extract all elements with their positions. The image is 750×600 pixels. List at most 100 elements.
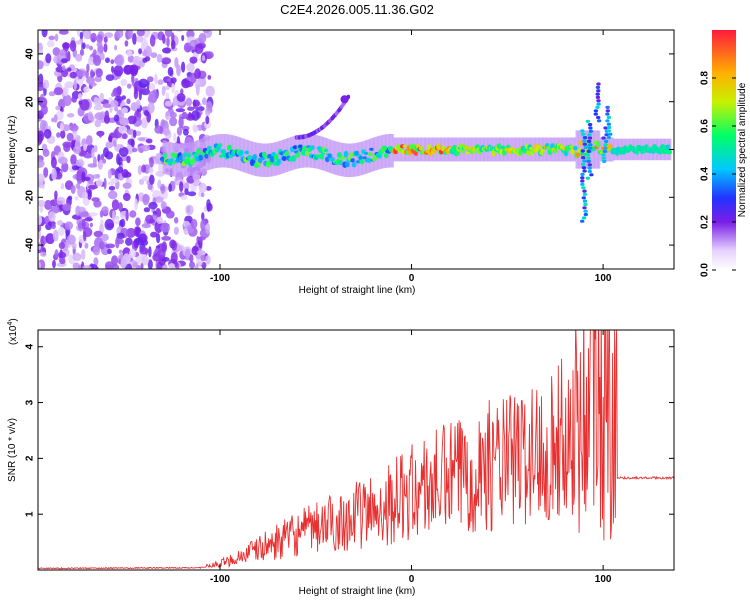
spike-cell [587, 123, 593, 127]
x-tick-label: 0 [409, 273, 415, 284]
noise-blob [181, 34, 185, 42]
trace-halo [334, 141, 337, 175]
trace-halo [599, 137, 602, 162]
trace-halo [332, 140, 335, 175]
noise-blob [105, 261, 114, 269]
noise-blob [38, 60, 44, 70]
noise-blob [72, 252, 82, 262]
noise-blob [89, 45, 93, 51]
spike-cell [582, 159, 587, 163]
y-tick-label: 2 [25, 455, 36, 461]
noise-blob [126, 98, 131, 105]
trace-cell [366, 157, 372, 163]
noise-blob [103, 43, 108, 53]
noise-blob [154, 152, 164, 165]
spike-cell [585, 119, 591, 123]
noise-blob [110, 99, 119, 108]
noise-blob [102, 103, 112, 109]
trace-halo [226, 134, 229, 168]
noise-blob [108, 185, 116, 191]
snr-frame [37, 329, 675, 571]
noise-blob [118, 249, 123, 255]
snr-series-line [38, 330, 674, 570]
noise-blob [88, 212, 98, 217]
noise-blob [155, 170, 165, 177]
noise-blob [104, 32, 114, 38]
trace-halo [289, 137, 292, 171]
colorbar-tick-label: 0.0 [700, 263, 711, 277]
noise-blob [103, 36, 108, 43]
trace-halo [367, 139, 370, 173]
noise-blob [185, 97, 193, 107]
spectrogram-ylabel: Frequency (Hz) [7, 116, 18, 185]
noise-blob [148, 218, 155, 224]
noise-blob [62, 42, 70, 49]
noise-blob [129, 248, 136, 259]
noise-blob [148, 201, 158, 210]
noise-blob [66, 132, 74, 142]
colorbar-gradient [712, 30, 736, 270]
trace-cell [252, 154, 258, 161]
noise-blob [69, 124, 79, 132]
noise-blob [155, 92, 159, 99]
spike-cell [587, 166, 592, 170]
noise-blob [160, 222, 171, 233]
noise-blob [139, 148, 144, 154]
noise-blob [200, 254, 206, 262]
noise-blob [195, 84, 200, 96]
noise-blob [57, 251, 67, 259]
noise-blob [187, 106, 195, 111]
noise-blob [41, 30, 48, 38]
noise-blob [116, 232, 125, 239]
noise-blob [201, 97, 207, 106]
noise-blob [118, 202, 123, 212]
trace-cell [206, 145, 213, 151]
noise-blob [113, 114, 120, 122]
noise-blob [141, 164, 147, 173]
noise-blob [56, 200, 63, 205]
noise-blob [160, 201, 167, 210]
spike-cell [582, 192, 588, 196]
noise-blob [185, 45, 194, 51]
y-tick-label: 3 [25, 399, 36, 405]
noise-blob [142, 175, 150, 182]
noise-blob [75, 53, 83, 62]
noise-blob [120, 78, 128, 87]
noise-blob [85, 44, 90, 49]
trace-halo [425, 137, 428, 162]
trace-cell [239, 149, 245, 156]
noise-blob [147, 183, 153, 190]
trace-halo [371, 137, 374, 172]
spike-cell [606, 129, 611, 133]
noise-blob [147, 101, 155, 114]
spike-cell [580, 172, 585, 176]
spike-cell [593, 112, 598, 116]
spike-cell [580, 179, 585, 183]
noise-blob [119, 117, 130, 127]
noise-blob [161, 236, 172, 241]
trace-halo [173, 143, 176, 177]
trace-halo [342, 143, 345, 177]
noise-blob [93, 230, 103, 238]
y-tick-label: 40 [25, 48, 36, 60]
spike-cell [596, 119, 602, 123]
noise-blob [142, 193, 150, 206]
spike-cell [581, 166, 587, 170]
snr-line-layer [38, 330, 674, 570]
noise-blob [178, 116, 184, 129]
trace-cell [351, 162, 357, 168]
noise-blob [94, 112, 105, 121]
spike-cell [596, 102, 601, 106]
y-tick-label: -20 [25, 190, 36, 205]
spike-cell [596, 89, 601, 93]
noise-blob [76, 70, 86, 77]
noise-blob [114, 44, 118, 51]
noise-blob [164, 100, 173, 107]
trace-halo [228, 134, 231, 168]
noise-blob [164, 30, 173, 38]
noise-blob [173, 226, 179, 235]
noise-blob [40, 119, 46, 132]
spike-cell [581, 186, 586, 190]
noise-blob [83, 176, 91, 181]
noise-blob [103, 177, 107, 190]
